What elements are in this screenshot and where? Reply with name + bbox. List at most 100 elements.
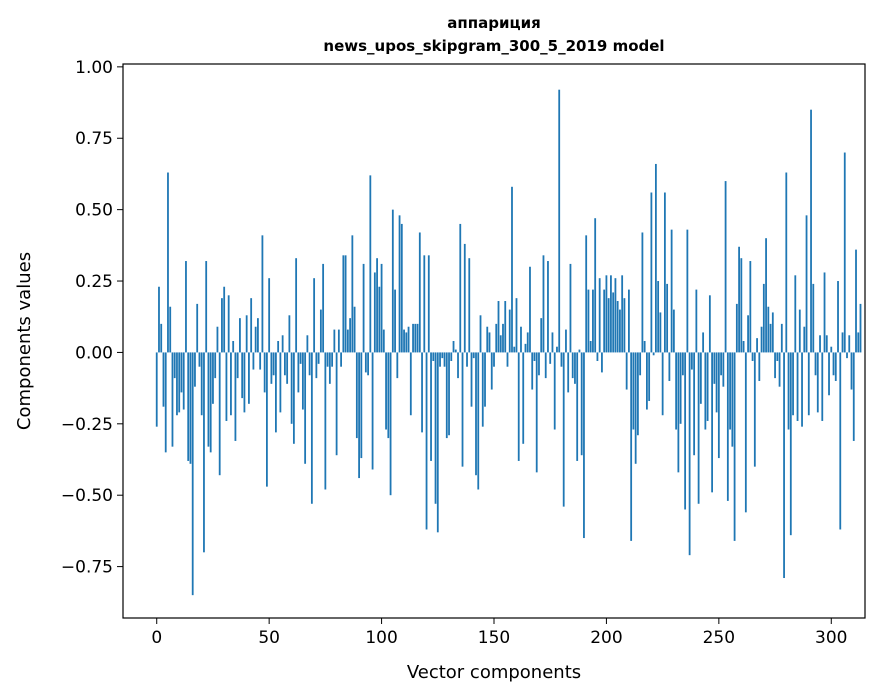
bar: [789, 352, 792, 536]
bar: [412, 323, 414, 353]
y-axis-label: Components values: [14, 252, 35, 430]
bar: [389, 352, 392, 496]
bar: [688, 352, 691, 556]
bar: [376, 258, 378, 353]
bar: [441, 352, 444, 359]
bar: [567, 352, 570, 393]
bar: [634, 352, 637, 464]
bar: [641, 232, 644, 353]
bar: [160, 323, 163, 353]
bar: [385, 352, 387, 430]
bar: [346, 329, 349, 353]
bar: [713, 352, 716, 384]
bar: [614, 278, 617, 353]
bar: [178, 352, 181, 413]
bar: [425, 352, 428, 530]
bar: [769, 323, 772, 353]
bar: [470, 352, 473, 407]
bar: [378, 286, 381, 353]
bar: [848, 335, 851, 353]
y-axis-ticks: −0.75 −0.50 −0.25 0.00 0.25 0.50 0.75 1.00: [61, 58, 123, 578]
bar: [520, 326, 522, 353]
bar: [551, 332, 554, 353]
bar: [601, 352, 603, 373]
bar: [756, 338, 758, 353]
bar: [837, 281, 839, 353]
bar: [672, 309, 675, 353]
bar: [587, 289, 590, 353]
bar: [221, 298, 223, 353]
bar: [306, 335, 309, 353]
chart-title-line-1: аппариция: [447, 14, 540, 32]
y-tick-label: 0.50: [75, 201, 113, 221]
bar: [416, 323, 419, 353]
bar: [580, 352, 583, 456]
bar: [367, 352, 369, 376]
bar: [481, 352, 484, 427]
bar: [697, 352, 700, 504]
bar: [259, 352, 262, 370]
bar: [299, 352, 302, 364]
bar: [589, 341, 592, 353]
bar: [488, 332, 491, 353]
y-tick-label: −0.25: [61, 415, 113, 435]
x-tick-label: 0: [151, 628, 162, 648]
bar: [857, 332, 860, 353]
bar: [825, 335, 828, 353]
bar: [450, 352, 453, 361]
bar: [337, 329, 340, 353]
bar: [531, 352, 534, 390]
bar: [652, 352, 655, 356]
bar: [275, 352, 277, 433]
bar: [542, 255, 545, 353]
bar: [585, 235, 588, 353]
bar: [272, 352, 275, 376]
x-tick-label: 50: [258, 628, 280, 648]
bar: [670, 229, 673, 353]
bar: [286, 352, 289, 384]
bar: [628, 289, 630, 353]
bar: [506, 352, 509, 367]
bar: [493, 352, 495, 367]
bar: [677, 352, 680, 473]
bar: [358, 352, 360, 479]
bar: [852, 352, 855, 441]
bar: [524, 343, 527, 353]
y-tick-label: 0.75: [75, 129, 113, 149]
bar: [407, 326, 410, 353]
x-axis-ticks: 0 50 100 150 200 250 300: [151, 618, 847, 648]
bar: [832, 352, 835, 376]
bar: [744, 352, 747, 513]
bar: [722, 352, 725, 387]
bar: [502, 323, 504, 353]
bar: [684, 352, 687, 510]
bar: [855, 249, 857, 353]
bar: [355, 352, 358, 439]
bar: [625, 352, 628, 390]
bar: [279, 352, 282, 413]
bar: [643, 341, 646, 353]
bar: [648, 352, 651, 401]
bar: [738, 246, 740, 353]
bar: [621, 275, 624, 353]
bar: [632, 352, 635, 430]
bar: [816, 352, 819, 413]
bar: [328, 352, 331, 384]
bar: [398, 215, 401, 353]
bar: [185, 261, 187, 353]
bar: [479, 315, 482, 353]
bar: [805, 215, 808, 353]
bar: [308, 352, 311, 376]
bar: [225, 352, 228, 421]
bar: [218, 352, 221, 476]
bar: [236, 352, 239, 379]
bar: [317, 352, 320, 364]
bar: [468, 258, 471, 353]
bar: [859, 303, 862, 353]
bar: [495, 323, 498, 353]
bar: [576, 352, 579, 461]
bar: [758, 352, 761, 381]
bar: [711, 352, 713, 493]
bar: [162, 352, 165, 407]
bar: [342, 255, 345, 353]
